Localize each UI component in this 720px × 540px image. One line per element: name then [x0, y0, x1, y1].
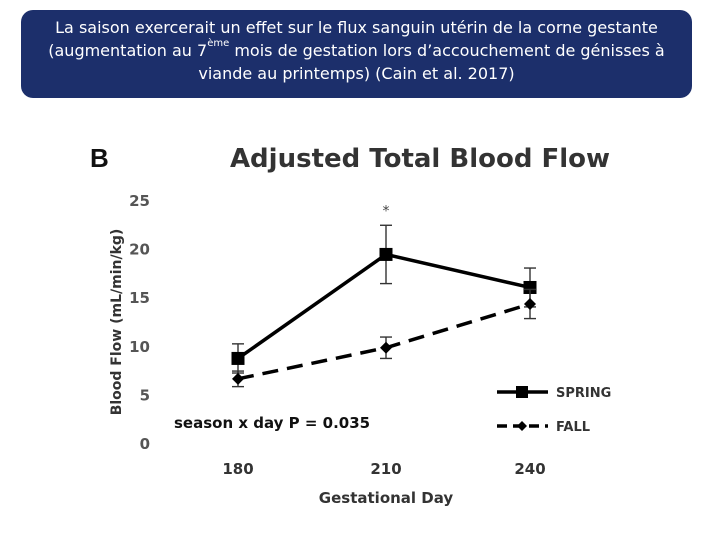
- spring-point: [379, 247, 393, 261]
- y-tick-label: 5: [140, 386, 150, 404]
- x-tick-label: 210: [370, 460, 401, 478]
- fall-point: [232, 372, 244, 385]
- banner-line-3: viande au printemps) (Cain et al. 2017): [198, 64, 515, 83]
- x-tick-label: 240: [514, 460, 545, 478]
- panel-label: B: [90, 143, 109, 173]
- title-banner: La saison exercerait un effet sur le flu…: [21, 10, 692, 98]
- legend-fall-marker: [517, 421, 527, 431]
- y-tick-label: 10: [129, 338, 150, 356]
- legend-fall-label: FALL: [556, 420, 590, 435]
- banner-superscript: ème: [207, 38, 230, 49]
- y-tick-label: 20: [129, 241, 150, 259]
- fall-series-line: [237, 302, 531, 381]
- y-tick-label: 25: [129, 192, 150, 210]
- y-tick-label: 0: [140, 435, 150, 453]
- spring-point: [231, 351, 245, 365]
- plot-area: 0 5 10 15 20 25 180 210 240 * SPRING FALL: [129, 192, 611, 478]
- x-axis-label: Gestational Day: [319, 489, 454, 507]
- fall-point: [524, 298, 536, 311]
- spring-point: [523, 280, 537, 294]
- fall-point: [380, 341, 392, 354]
- banner-line-2a: (augmentation au 7: [48, 41, 208, 60]
- y-axis-label: Blood Flow (mL/min/kg): [109, 229, 125, 416]
- legend-spring-marker: [516, 386, 528, 398]
- y-tick-label: 15: [129, 289, 150, 307]
- chart-title: Adjusted Total Blood Flow: [230, 144, 610, 174]
- banner-line-2b: mois de gestation lors d’accouchement de…: [229, 41, 665, 60]
- banner-line-1: La saison exercerait un effet sur le flu…: [55, 18, 658, 37]
- spring-series-line: [236, 252, 531, 360]
- legend-spring-label: SPRING: [556, 386, 611, 401]
- banner-line-2: (augmentation au 7ème mois de gestation …: [31, 39, 682, 62]
- x-tick-label: 180: [222, 460, 253, 478]
- stats-annotation: season x day P = 0.035: [174, 414, 370, 432]
- significance-marker: *: [383, 203, 390, 219]
